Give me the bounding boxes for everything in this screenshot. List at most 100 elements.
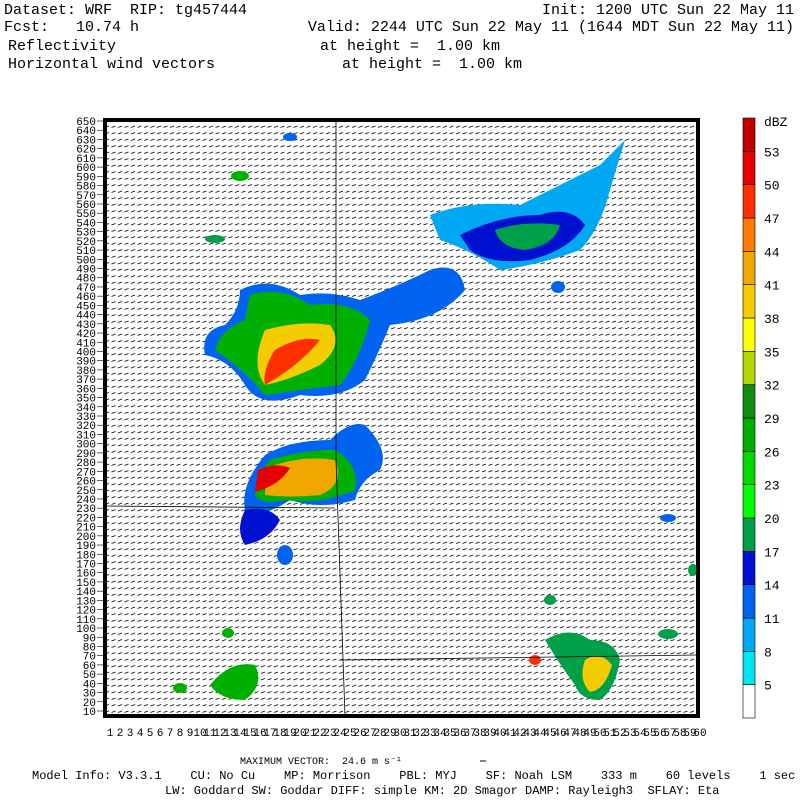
colorbar-box (742, 417, 756, 452)
y-tick-label: 20 (83, 698, 96, 710)
y-tick-label: 120 (76, 606, 96, 618)
colorbar-box (742, 284, 756, 319)
x-tick-label: 52 (613, 728, 626, 740)
x-tick-label: 4 (137, 728, 144, 740)
map-frame (103, 118, 700, 718)
x-tick-label: 40 (493, 728, 506, 740)
y-tick-label: 280 (76, 458, 96, 470)
x-axis: 1 2 3 4 5 6 7 8 9 1011121314151617181920212223242… (107, 728, 707, 740)
x-tick-label: 15 (243, 728, 256, 740)
wind-vectors (105, 120, 698, 716)
y-tick-label: 30 (83, 689, 96, 701)
y-tick-label: 330 (76, 412, 96, 424)
x-tick-label: 59 (683, 728, 696, 740)
y-tick-label: 420 (76, 329, 96, 341)
x-tick-label: 22 (313, 728, 326, 740)
y-tick-label: 560 (76, 200, 96, 212)
x-tick-label: 37 (463, 728, 476, 740)
x-tick-label: 29 (383, 728, 396, 740)
y-tick-label: 450 (76, 301, 96, 313)
x-tick-label: 58 (673, 728, 686, 740)
colorbar-box (742, 617, 756, 652)
y-tick-label: 260 (76, 477, 96, 489)
max-vector: MAXIMUM VECTOR: 24.6 m s⁻¹ (240, 757, 402, 768)
y-tick-label: 590 (76, 172, 96, 184)
y-tick-label: 290 (76, 449, 96, 461)
x-tick-label: 12 (213, 728, 226, 740)
x-tick-label: 23 (323, 728, 336, 740)
y-tick-label: 470 (76, 283, 96, 295)
y-tick-label: 640 (76, 126, 96, 138)
x-tick-label: 35 (443, 728, 456, 740)
x-tick-label: 60 (693, 728, 706, 740)
colorbar-box (742, 584, 756, 619)
y-tick-label: 90 (83, 633, 96, 645)
colorbar-label: 41 (764, 279, 780, 294)
x-tick-label: 19 (283, 728, 296, 740)
x-tick-label: 49 (583, 728, 596, 740)
colorbar-label: 5 (764, 679, 772, 694)
field-height: at height = 1.00 km (342, 56, 522, 73)
y-tick-label: 600 (76, 163, 96, 175)
y-tick-label: 220 (76, 513, 96, 525)
x-tick-label: 55 (643, 728, 656, 740)
y-tick-label: 510 (76, 246, 96, 258)
x-tick-label: 45 (543, 728, 556, 740)
x-tick-label: 28 (373, 728, 386, 740)
colorbar-label: 8 (764, 645, 772, 660)
x-tick-label: 41 (503, 728, 517, 740)
colorbar-box (742, 551, 756, 585)
y-tick-label: 540 (76, 218, 96, 230)
x-tick-label: 48 (573, 728, 586, 740)
colorbar-label: 35 (764, 345, 780, 360)
y-tick-label: 550 (76, 209, 96, 221)
y-tick-label: 320 (76, 421, 96, 433)
y-tick-label: 250 (76, 486, 96, 498)
y-tick-label: 500 (76, 255, 96, 267)
x-tick-label: 16 (253, 728, 266, 740)
x-tick-label: 38 (473, 728, 486, 740)
model-info: Model Info: V3.3.1 CU: No Cu MP: Morriso… (32, 769, 795, 783)
x-tick-label: 7 (167, 728, 174, 740)
y-tick-label: 460 (76, 292, 96, 304)
y-tick-label: 300 (76, 440, 96, 452)
colorbar-label: 50 (764, 179, 780, 194)
y-tick-label: 390 (76, 357, 96, 369)
y-tick-label: 60 (83, 661, 96, 673)
y-tick-label: 350 (76, 394, 96, 406)
dataset: Dataset: WRF RIP: tg457444 (4, 2, 247, 19)
x-tick-label: 34 (433, 728, 447, 740)
forecast: Fcst: 10.74 h (4, 19, 139, 36)
x-tick-label: 1 (107, 728, 114, 740)
y-tick-label: 160 (76, 569, 96, 581)
y-tick-label: 310 (76, 430, 96, 442)
colorbar-box (742, 117, 756, 152)
x-tick-label: 32 (413, 728, 426, 740)
y-tick-label: 630 (76, 135, 96, 147)
reflectivity (173, 133, 698, 700)
x-tick-label: 46 (553, 728, 566, 740)
x-tick-label: 31 (403, 728, 417, 740)
x-tick-label: 18 (273, 728, 286, 740)
colorbar-label: 23 (764, 479, 780, 494)
y-tick-label: 580 (76, 182, 96, 194)
x-tick-label: 43 (523, 728, 536, 740)
colorbar-box (742, 484, 756, 519)
valid: Valid: 2244 UTC Sun 22 May 11 (1644 MDT … (308, 19, 794, 36)
x-tick-label: 42 (513, 728, 526, 740)
x-tick-label: 56 (653, 728, 666, 740)
y-tick-label: 270 (76, 467, 96, 479)
x-tick-label: 17 (263, 728, 276, 740)
y-tick-label: 40 (83, 679, 96, 691)
x-tick-label: 24 (333, 728, 347, 740)
y-tick-label: 50 (83, 670, 96, 682)
colorbar-label: 53 (764, 145, 780, 160)
y-tick-label: 10 (83, 707, 96, 719)
y-tick-label: 360 (76, 384, 96, 396)
x-tick-label: 9 (187, 728, 194, 740)
x-tick-label: 39 (483, 728, 496, 740)
y-tick-label: 200 (76, 532, 96, 544)
colorbar-label: 14 (764, 579, 780, 594)
y-tick-label: 370 (76, 375, 96, 387)
colorbar: 5 8 11 14 17 20 23 26 29 32 35 38 41 44 47 50 53 dBZ (742, 115, 788, 719)
